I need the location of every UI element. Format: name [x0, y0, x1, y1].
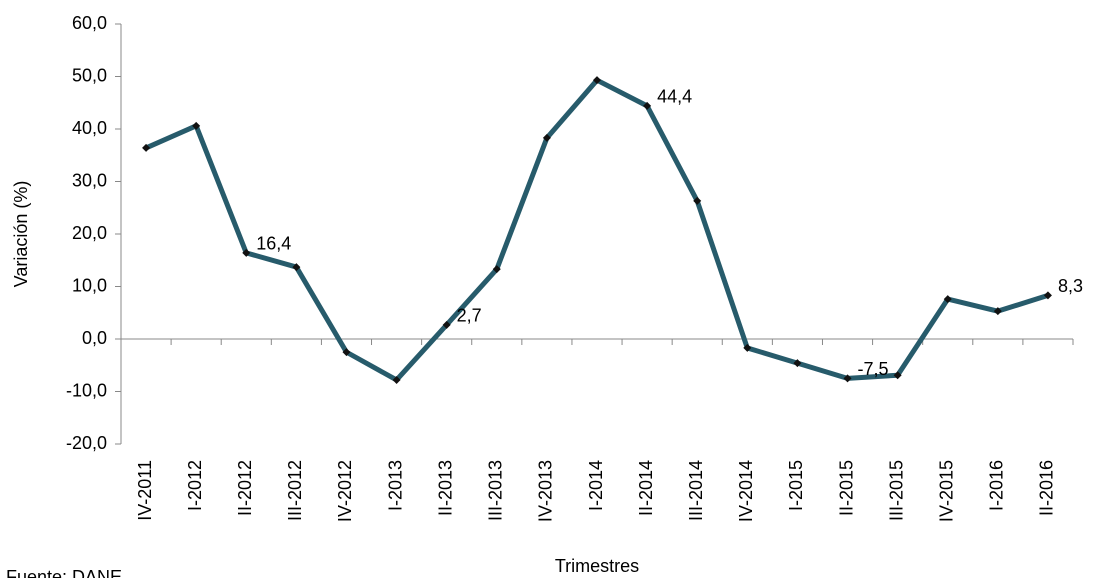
- y-axis-title: Variación (%): [11, 181, 31, 288]
- x-tick-label: III-2014: [686, 460, 706, 521]
- x-tick-label: I-2012: [185, 460, 205, 511]
- x-tick-label: II-2013: [435, 460, 455, 516]
- x-tick-label: III-2013: [486, 460, 506, 521]
- marker: [192, 121, 201, 130]
- marker: [993, 307, 1002, 316]
- marker: [843, 374, 852, 383]
- marker: [392, 375, 401, 384]
- y-tick-label: -10,0: [66, 380, 107, 400]
- marker: [242, 248, 251, 257]
- marker: [743, 343, 752, 352]
- y-tick-label: 0,0: [82, 328, 107, 348]
- x-tick-label: I-2013: [385, 460, 405, 511]
- x-tick-label: IV-2014: [736, 460, 756, 522]
- y-tick-label: 30,0: [72, 170, 107, 190]
- y-tick-label: 50,0: [72, 65, 107, 85]
- y-tick-label: 20,0: [72, 223, 107, 243]
- x-tick-label: IV-2012: [335, 460, 355, 522]
- x-tick-label: IV-2011: [135, 460, 155, 521]
- x-tick-label: I-2014: [586, 460, 606, 511]
- marker: [542, 133, 551, 142]
- x-tick-label: II-2016: [1037, 460, 1057, 516]
- y-tick-label: 40,0: [72, 118, 107, 138]
- marker: [292, 263, 301, 272]
- x-tick-label: IV-2015: [936, 460, 956, 522]
- marker: [793, 359, 802, 368]
- x-tick-label: III-2012: [285, 460, 305, 521]
- data-label: 8,3: [1058, 276, 1083, 296]
- source: Fuente: DANE: [6, 567, 122, 578]
- marker: [943, 295, 952, 304]
- marker: [342, 348, 351, 357]
- x-tick-label: III-2015: [886, 460, 906, 521]
- x-tick-label: II-2014: [636, 460, 656, 516]
- data-label: 44,4: [657, 87, 692, 107]
- marker: [492, 265, 501, 274]
- data-label: 2,7: [457, 306, 482, 326]
- line: [145, 77, 1049, 383]
- marker: [142, 143, 151, 152]
- x-tick-label: II-2015: [836, 460, 856, 516]
- y-tick-label: 10,0: [72, 275, 107, 295]
- x-tick-label: I-2016: [987, 460, 1007, 511]
- marker: [442, 320, 451, 329]
- marker: [593, 76, 601, 85]
- marker: [1043, 291, 1052, 300]
- marker: [643, 101, 652, 110]
- x-axis-title: Trimestres: [555, 556, 639, 576]
- marker: [693, 196, 702, 205]
- x-tick-label: IV-2013: [536, 460, 556, 522]
- y-tick-label: -20,0: [66, 433, 107, 453]
- x-tick-label: II-2012: [235, 460, 255, 516]
- marker: [893, 371, 902, 380]
- y-tick-label: 60,0: [72, 13, 107, 33]
- x-tick-label: I-2015: [786, 460, 806, 511]
- data-label: 16,4: [256, 234, 291, 254]
- data-label: -7,5: [858, 359, 889, 379]
